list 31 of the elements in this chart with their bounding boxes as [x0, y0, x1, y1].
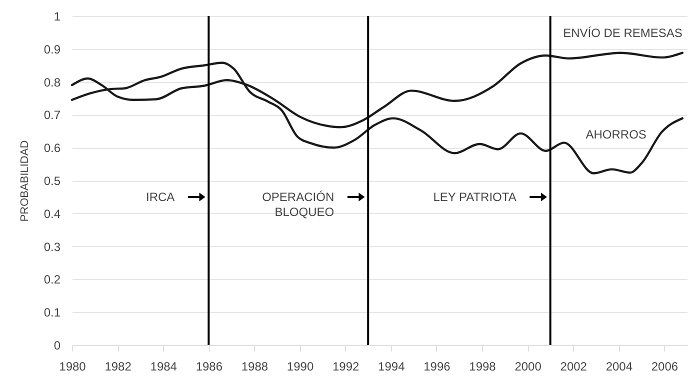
x-tick-label: 1996 [424, 360, 451, 374]
x-tick-label: 2002 [560, 360, 588, 374]
x-tick-label: 1994 [378, 360, 406, 374]
x-tick-label: 2006 [651, 360, 678, 374]
ref-line-label: IRCA [146, 190, 175, 204]
x-tick-label: 2004 [606, 360, 633, 374]
y-tick-label: 0.4 [44, 206, 61, 221]
x-tick-label: 1984 [150, 360, 178, 374]
x-tick-label: 1986 [196, 360, 223, 374]
x-tick-label: 1998 [469, 360, 496, 374]
y-tick-label: 0 [54, 338, 61, 352]
y-tick-label: 0.1 [44, 306, 61, 320]
x-tick-label: 1990 [286, 360, 314, 374]
y-tick-label: 0.2 [44, 272, 61, 287]
series-label: AHORROS [586, 127, 646, 142]
y-tick-label: 0.9 [44, 42, 61, 56]
x-tick-label: 2000 [514, 360, 542, 374]
y-tick-label: 1 [54, 10, 61, 24]
x-tick-label: 1982 [104, 360, 132, 374]
series-label: ENVÍO DE REMESAS [563, 26, 682, 40]
y-tick-label: 0.6 [44, 141, 61, 156]
x-tick-label: 1992 [332, 360, 360, 374]
x-tick-label: 1988 [241, 360, 268, 374]
y-tick-label: 0.3 [44, 240, 61, 254]
y-tick-label: 0.8 [44, 75, 61, 90]
y-axis-title: PROBABILIDAD [18, 140, 31, 222]
ref-line-label: LEY PATRIOTA [433, 190, 516, 204]
y-tick-label: 0.5 [44, 174, 61, 188]
ref-line-label: OPERACIÓN BLOQUEO [262, 190, 334, 219]
y-tick-label: 0.7 [44, 108, 61, 122]
x-tick-label: 1980 [59, 360, 86, 374]
